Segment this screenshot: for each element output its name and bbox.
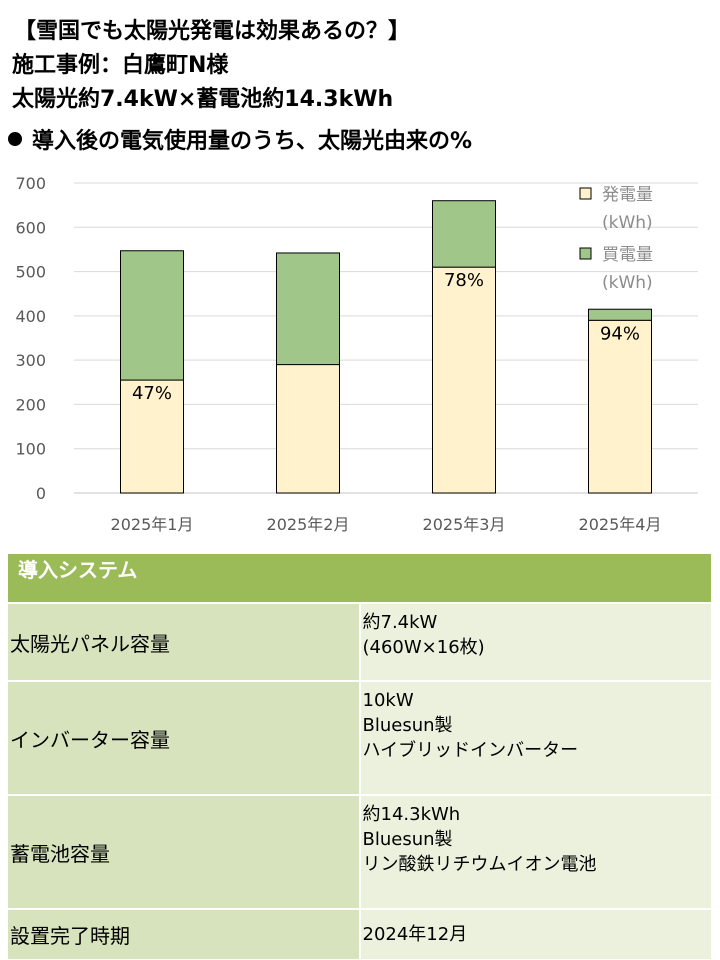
bullet-icon [8, 132, 22, 146]
table-row: インバーター容量 10kW Bluesun製ハイブリッドインバーター [8, 680, 711, 795]
table-header: 導入システム [8, 554, 711, 603]
row-value: 約7.4kW (460W×16枚) [358, 602, 711, 681]
data-label: 78% [444, 270, 484, 291]
row-value-line: リン酸鉄リチウムイオン電池 [362, 854, 597, 875]
x-tick-label: 2025年3月 [423, 515, 506, 534]
legend-swatch [579, 247, 592, 260]
system-table: 導入システム 太陽光パネル容量 約7.4kW (460W×16枚) インバーター容量 1… [8, 554, 711, 959]
row-value-line: 2024年12月 [362, 924, 468, 945]
table-row: 設置完了時期 2024年12月 [8, 908, 711, 959]
table-row: 蓄電池容量 約14.3kWh Bluesun製リン酸鉄リチウムイオン電池 [8, 794, 711, 909]
bar-segment-purchase [276, 252, 340, 366]
stacked-bar-chart: 0 100 200 300 400 500 600 700 47% 2025年1月 2025年2月 7… [15, 174, 698, 534]
y-tick-label: 300 [15, 351, 46, 370]
x-tick-label: 2025年2月 [267, 515, 350, 534]
header-line-1: 【雪国でも太陽光発電は効果あるの？】 [14, 19, 411, 44]
bar-segment-generation [276, 364, 340, 494]
row-value-line: Bluesun製 [362, 829, 453, 850]
bar-segment-generation [120, 379, 184, 494]
chart-subtitle-text: 導入後の電気使用量のうち、太陽光由来の% [32, 129, 473, 154]
x-tick-label: 2025年1月 [111, 515, 194, 534]
row-value-line: (460W×16枚) [362, 637, 485, 658]
x-tick-label: 2025年4月 [579, 515, 662, 534]
row-value: 約14.3kWh Bluesun製リン酸鉄リチウムイオン電池 [358, 794, 711, 909]
row-label: 蓄電池容量 [8, 794, 360, 909]
bar-segment-generation [588, 319, 652, 494]
y-tick-label: 500 [15, 263, 46, 282]
bar-segment-generation [432, 266, 496, 494]
row-value-line: 約7.4kW [362, 612, 438, 633]
bar-segment-purchase [120, 250, 184, 381]
y-tick-label: 0 [36, 484, 46, 503]
row-label: 太陽光パネル容量 [8, 602, 360, 681]
bar-segment-purchase [432, 200, 496, 268]
row-value: 10kW Bluesun製ハイブリッドインバーター [358, 680, 711, 795]
legend-swatch [579, 187, 592, 200]
row-value-line: 約14.3kWh [362, 804, 461, 825]
row-label: 設置完了時期 [8, 908, 360, 959]
data-label: 94% [600, 323, 640, 344]
y-tick-label: 200 [15, 395, 46, 414]
row-value-line: 10kW [362, 690, 414, 711]
bar-segment-purchase [588, 308, 652, 321]
y-tick-label: 600 [15, 218, 46, 237]
header-line-2: 施工事例：白鷹町N様 [12, 53, 229, 78]
row-value: 2024年12月 [358, 908, 711, 959]
y-tick-label: 100 [15, 440, 46, 459]
legend-label: 発電量 [602, 185, 653, 205]
y-tick-label: 400 [15, 307, 46, 326]
header-line-3: 太陽光約7.4kW×蓄電池約14.3kWh [12, 87, 394, 112]
legend-unit: (kWh) [602, 213, 653, 233]
legend-label: 買電量 [602, 245, 653, 265]
legend-unit: (kWh) [602, 273, 653, 293]
y-tick-label: 700 [15, 174, 46, 193]
row-value-line: Bluesun製 [362, 715, 453, 736]
row-value-line: ハイブリッドインバーター [362, 740, 579, 761]
row-label: インバーター容量 [8, 680, 360, 795]
chart-subtitle: 導入後の電気使用量のうち、太陽光由来の% [8, 128, 472, 156]
table-row: 太陽光パネル容量 約7.4kW (460W×16枚) [8, 602, 711, 681]
data-label: 47% [132, 383, 172, 404]
